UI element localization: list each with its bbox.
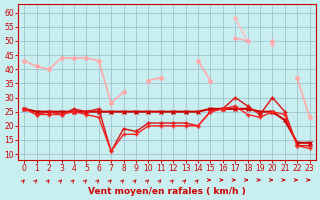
X-axis label: Vent moyen/en rafales ( km/h ): Vent moyen/en rafales ( km/h ) [88,187,246,196]
